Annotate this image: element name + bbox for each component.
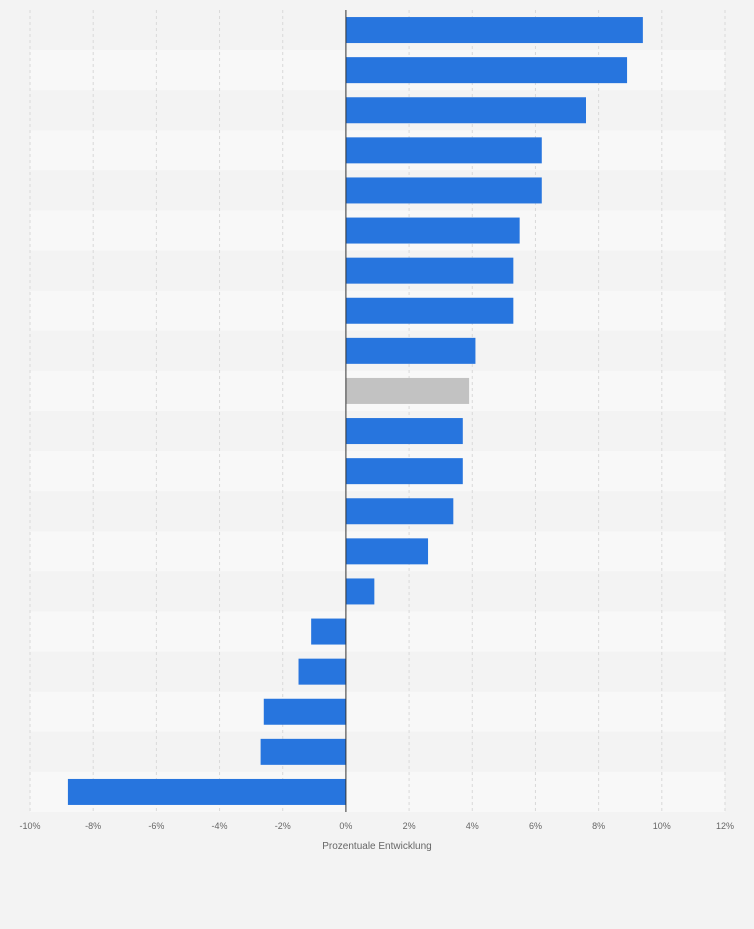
row-stripes (30, 10, 725, 812)
bar (345, 297, 514, 324)
bar (345, 377, 470, 404)
bar (260, 738, 346, 765)
bar (345, 418, 463, 445)
x-tick-label: 0% (339, 821, 352, 831)
x-tick-label: -10% (19, 821, 40, 831)
bar (345, 57, 628, 84)
x-tick-label: 12% (716, 821, 734, 831)
x-tick-label: 8% (592, 821, 605, 831)
bar (345, 137, 542, 164)
x-tick-labels: -10% -8% -6% -4% -2% 0% 2% 4% 6% 8% 10% 12% (19, 821, 734, 831)
x-tick-label: 2% (403, 821, 416, 831)
bar (263, 698, 346, 725)
bar (345, 458, 463, 485)
x-tick-label: 10% (653, 821, 671, 831)
bar (345, 337, 476, 364)
x-tick-label: 6% (529, 821, 542, 831)
bar (345, 498, 454, 525)
bar (345, 17, 643, 44)
x-axis-label: Prozentuale Entwicklung (322, 841, 432, 852)
x-tick-label: -4% (212, 821, 228, 831)
bar (345, 217, 520, 244)
bar (345, 257, 514, 284)
row-stripe (30, 651, 725, 692)
row-stripe (30, 611, 725, 652)
row-stripe (30, 571, 725, 612)
x-tick-label: -2% (275, 821, 291, 831)
bar (345, 538, 429, 565)
x-tick-label: -6% (148, 821, 164, 831)
bar (345, 97, 586, 124)
row-stripe (30, 691, 725, 732)
bar (345, 578, 375, 605)
x-tick-label: -8% (85, 821, 101, 831)
bars (67, 17, 643, 805)
x-tick-label: 4% (466, 821, 479, 831)
row-stripe (30, 731, 725, 772)
bar (311, 618, 346, 645)
bar (345, 177, 542, 204)
bar (298, 658, 346, 685)
bar (67, 778, 346, 805)
grid-lines (29, 10, 726, 812)
